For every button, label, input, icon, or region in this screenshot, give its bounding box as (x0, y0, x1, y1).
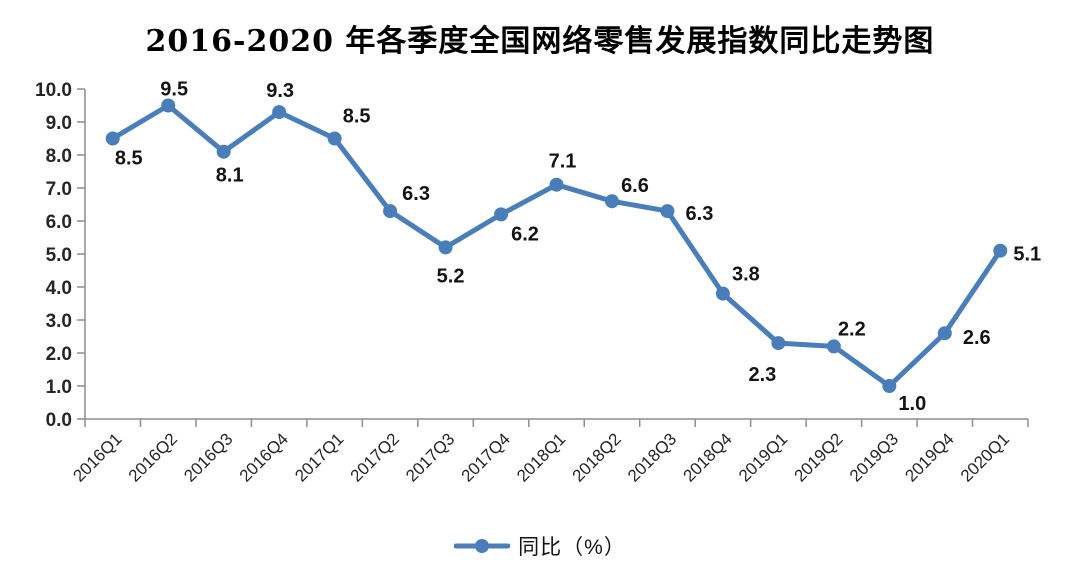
data-point-label: 9.3 (266, 80, 294, 102)
data-point-marker (383, 204, 398, 219)
data-point-marker (549, 177, 564, 192)
x-tick-label: 2016Q1 (69, 429, 125, 485)
x-tick-label: 2016Q4 (236, 429, 292, 485)
data-point-label: 6.2 (511, 223, 539, 245)
x-tick-label: 2018Q4 (680, 429, 736, 485)
data-point-marker (161, 98, 176, 113)
x-tick-label: 2019Q1 (735, 429, 791, 485)
y-tick-label: 0.0 (46, 410, 72, 431)
x-tick-label: 2020Q1 (957, 429, 1013, 485)
y-tick-label: 10.0 (35, 80, 72, 101)
data-point-marker (438, 240, 453, 255)
y-tick-label: 5.0 (46, 245, 72, 266)
x-tick-label: 2017Q1 (291, 429, 347, 485)
data-point-marker (993, 243, 1008, 258)
series-line (110, 103, 1003, 389)
data-point-label: 2.3 (748, 364, 776, 386)
y-tick-label: 9.0 (46, 113, 72, 134)
x-tick-label: 2018Q2 (569, 429, 625, 485)
data-point-marker (494, 207, 509, 222)
x-tick-label: 2017Q3 (402, 429, 458, 485)
data-point-label: 5.2 (437, 265, 465, 287)
data-point-label: 1.0 (898, 393, 926, 415)
x-tick-label: 2019Q4 (901, 429, 957, 485)
x-tick-label: 2016Q3 (180, 429, 236, 485)
data-point-marker (105, 131, 120, 146)
data-point-marker (604, 194, 619, 209)
data-point-label: 9.5 (160, 79, 188, 101)
data-point-label: 5.1 (1013, 244, 1041, 266)
y-tick-label: 6.0 (46, 212, 72, 233)
y-tick-label: 3.0 (46, 311, 72, 332)
data-point-label: 6.3 (686, 203, 714, 225)
legend-line-marker-icon (454, 539, 511, 553)
data-point-marker (771, 336, 786, 351)
legend-label: 同比（%） (518, 536, 626, 559)
data-point-marker (327, 131, 342, 146)
x-tick-label: 2017Q4 (458, 429, 514, 485)
data-point-marker (272, 105, 287, 120)
x-tick-label: 2019Q2 (790, 429, 846, 485)
data-point-label: 8.1 (216, 165, 244, 187)
data-point-label: 2.6 (963, 327, 991, 349)
x-tick-label: 2016Q2 (125, 429, 181, 485)
data-point-label: 6.6 (621, 175, 649, 197)
chart-title: 2016-2020 年各季度全国网络零售发展指数同比走势图 (145, 24, 935, 59)
data-point-marker (216, 144, 231, 159)
x-tick-label: 2017Q2 (347, 429, 403, 485)
y-tick-label: 1.0 (46, 377, 72, 398)
data-point-marker (882, 379, 897, 393)
data-point-label: 7.1 (549, 151, 577, 173)
y-tick-label: 4.0 (46, 278, 72, 299)
data-point-marker (826, 339, 841, 354)
x-tick-label: 2018Q3 (624, 429, 680, 485)
y-tick-label: 7.0 (46, 179, 72, 200)
data-point-label: 8.5 (115, 148, 143, 170)
y-tick-label: 8.0 (46, 146, 72, 167)
data-point-label: 2.2 (838, 318, 866, 340)
data-point-marker (660, 204, 675, 219)
data-point-label: 3.8 (732, 264, 760, 286)
y-tick-label: 2.0 (46, 344, 72, 365)
x-tick-label: 2019Q3 (846, 429, 902, 485)
legend: 同比（%） (0, 531, 1080, 561)
data-point-marker (715, 286, 730, 301)
x-tick-label: 2018Q1 (513, 429, 569, 485)
data-point-marker (937, 326, 952, 341)
data-point-label: 8.5 (343, 106, 371, 128)
data-point-label: 6.3 (402, 183, 430, 205)
